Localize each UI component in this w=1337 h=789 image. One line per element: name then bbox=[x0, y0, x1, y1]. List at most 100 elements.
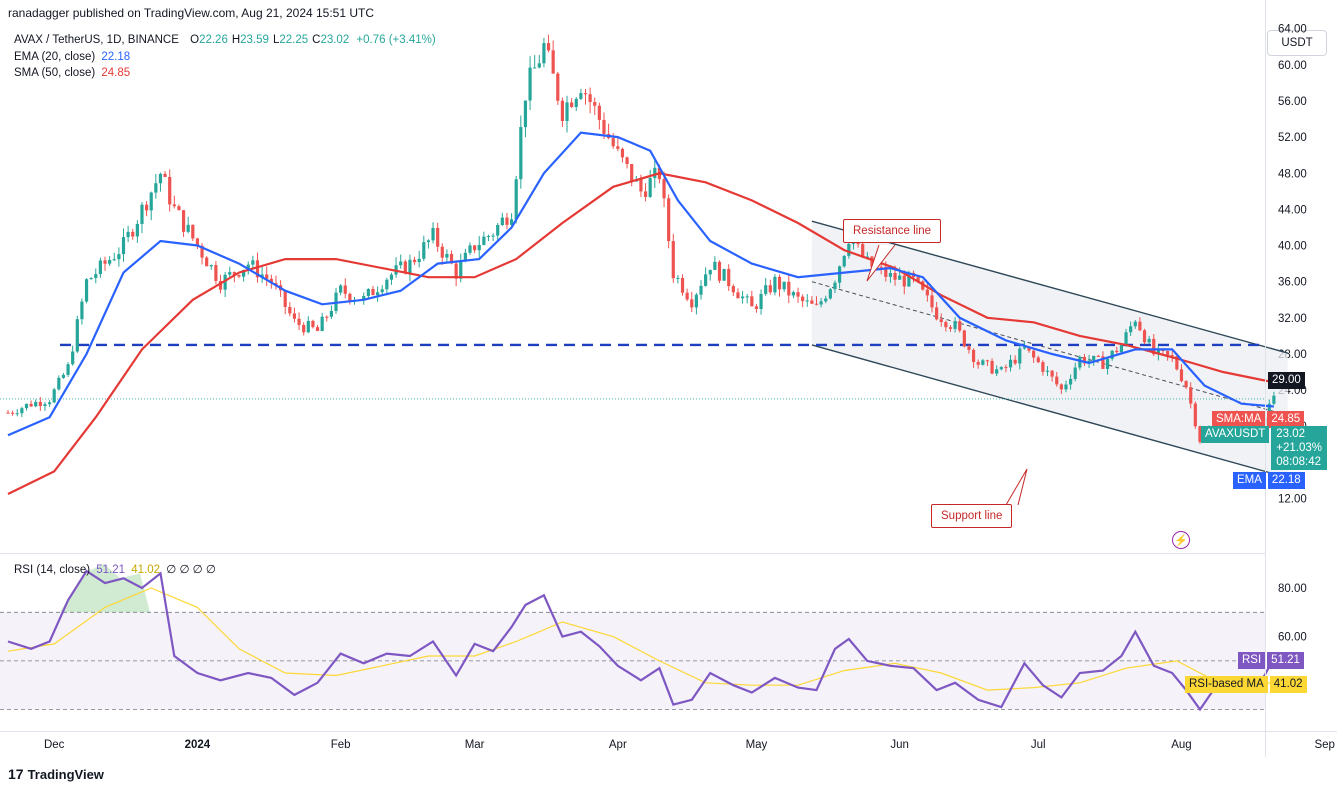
candle[interactable] bbox=[343, 285, 347, 294]
candle[interactable] bbox=[38, 401, 42, 407]
candle[interactable] bbox=[1267, 403, 1271, 418]
candle[interactable] bbox=[694, 294, 698, 308]
candle[interactable] bbox=[944, 322, 948, 328]
sma-legend-row[interactable]: SMA (50, close) 24.85 bbox=[14, 65, 436, 82]
candle[interactable] bbox=[1124, 332, 1128, 346]
candle[interactable] bbox=[1198, 426, 1202, 442]
candle[interactable] bbox=[209, 265, 213, 267]
candle[interactable] bbox=[967, 346, 971, 350]
candle[interactable] bbox=[1092, 355, 1096, 361]
candle[interactable] bbox=[459, 261, 463, 279]
candle[interactable] bbox=[879, 266, 883, 268]
candle[interactable] bbox=[412, 259, 417, 263]
candle[interactable] bbox=[1055, 376, 1059, 385]
candle[interactable] bbox=[824, 298, 828, 302]
candle[interactable] bbox=[1184, 381, 1188, 388]
candle[interactable] bbox=[29, 403, 33, 407]
candle[interactable] bbox=[523, 100, 528, 128]
candle[interactable] bbox=[80, 301, 84, 320]
candle[interactable] bbox=[463, 252, 467, 262]
support-callout[interactable]: Support line bbox=[931, 504, 1013, 528]
candle[interactable] bbox=[1110, 350, 1114, 359]
candle[interactable] bbox=[158, 173, 163, 184]
candle[interactable] bbox=[1272, 395, 1276, 404]
candle[interactable] bbox=[583, 93, 588, 95]
candle[interactable] bbox=[667, 198, 671, 242]
candle[interactable] bbox=[445, 253, 449, 258]
candle[interactable] bbox=[223, 274, 227, 290]
candle[interactable] bbox=[108, 259, 112, 264]
candle[interactable] bbox=[519, 127, 523, 180]
candle[interactable] bbox=[1032, 350, 1036, 358]
candle[interactable] bbox=[907, 272, 911, 287]
candle[interactable] bbox=[976, 362, 980, 365]
candle[interactable] bbox=[556, 73, 560, 101]
candle[interactable] bbox=[371, 288, 375, 296]
candle[interactable] bbox=[514, 179, 518, 220]
candle[interactable] bbox=[898, 275, 902, 280]
candle[interactable] bbox=[15, 413, 19, 415]
candle[interactable] bbox=[61, 374, 66, 378]
rsi-ma-line[interactable] bbox=[7, 587, 1274, 691]
candle[interactable] bbox=[685, 292, 689, 300]
candle[interactable] bbox=[94, 274, 98, 278]
resistance-line[interactable] bbox=[811, 220, 1288, 354]
candle[interactable] bbox=[773, 276, 777, 293]
candle[interactable] bbox=[838, 266, 842, 283]
candle[interactable] bbox=[537, 63, 541, 68]
candle[interactable] bbox=[135, 223, 139, 237]
symbol-title[interactable]: AVAX / TetherUS, 1D, BINANCE bbox=[14, 34, 179, 46]
candle[interactable] bbox=[366, 288, 370, 297]
candle[interactable] bbox=[218, 280, 223, 290]
candle[interactable] bbox=[611, 138, 615, 147]
candle[interactable] bbox=[851, 243, 856, 245]
candle[interactable] bbox=[66, 364, 70, 375]
candle[interactable] bbox=[597, 105, 601, 120]
candle[interactable] bbox=[856, 243, 860, 245]
candle[interactable] bbox=[828, 289, 832, 299]
pane-separator[interactable] bbox=[0, 553, 1265, 554]
candle[interactable] bbox=[847, 244, 851, 256]
candle[interactable] bbox=[546, 43, 551, 51]
candle[interactable] bbox=[948, 327, 953, 329]
candle[interactable] bbox=[787, 281, 791, 296]
candle[interactable] bbox=[810, 300, 814, 304]
candle[interactable] bbox=[1018, 348, 1022, 364]
candle[interactable] bbox=[782, 281, 786, 290]
candle[interactable] bbox=[237, 274, 241, 277]
candle[interactable] bbox=[985, 360, 990, 362]
candle[interactable] bbox=[893, 273, 897, 280]
candle[interactable] bbox=[399, 261, 403, 266]
candle[interactable] bbox=[616, 146, 620, 149]
candle[interactable] bbox=[251, 260, 255, 265]
candle[interactable] bbox=[925, 289, 929, 296]
candle[interactable] bbox=[777, 276, 782, 290]
candle[interactable] bbox=[533, 67, 537, 69]
candle[interactable] bbox=[1013, 359, 1017, 364]
candle[interactable] bbox=[47, 402, 52, 405]
candle[interactable] bbox=[884, 266, 888, 277]
candle[interactable] bbox=[454, 263, 458, 279]
candle[interactable] bbox=[103, 260, 107, 264]
candle[interactable] bbox=[339, 285, 343, 293]
candle[interactable] bbox=[482, 236, 486, 245]
candle[interactable] bbox=[255, 260, 260, 278]
candle[interactable] bbox=[717, 261, 722, 281]
candle[interactable] bbox=[1133, 321, 1137, 327]
candle[interactable] bbox=[676, 277, 680, 279]
candle[interactable] bbox=[403, 261, 407, 274]
candle[interactable] bbox=[149, 192, 153, 211]
candle[interactable] bbox=[117, 254, 121, 260]
rsi-legend[interactable]: RSI (14, close) 51.21 41.02 ∅ ∅ ∅ ∅ bbox=[14, 562, 216, 576]
candle[interactable] bbox=[84, 279, 89, 302]
candle[interactable] bbox=[1045, 370, 1050, 372]
candle[interactable] bbox=[75, 319, 79, 352]
candle[interactable] bbox=[801, 296, 805, 302]
candle[interactable] bbox=[727, 268, 731, 287]
candle[interactable] bbox=[283, 290, 287, 307]
candle[interactable] bbox=[995, 369, 999, 374]
candle[interactable] bbox=[57, 377, 61, 390]
candle[interactable] bbox=[1004, 367, 1008, 369]
candle[interactable] bbox=[140, 204, 144, 224]
ema20-line[interactable] bbox=[7, 131, 1274, 437]
